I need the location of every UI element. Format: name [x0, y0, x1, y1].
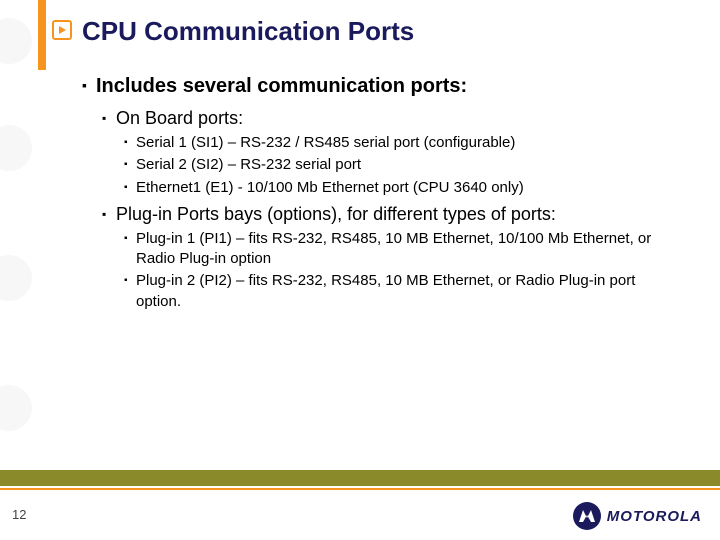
title-bullet-icon	[52, 20, 72, 40]
list-item: Serial 2 (SI2) – RS-232 serial port	[124, 155, 682, 175]
accent-bar	[38, 0, 46, 70]
list-item: Plug-in 1 (PI1) – fits RS-232, RS485, 10…	[124, 229, 682, 270]
heading-level2: Plug-in Ports bays (options), for differ…	[102, 204, 682, 225]
brand-logo: MOTOROLA	[573, 502, 702, 530]
list-item: Plug-in 2 (PI2) – fits RS-232, RS485, 10…	[124, 271, 682, 312]
motorola-batwing-icon	[573, 502, 601, 530]
list-item: Serial 1 (SI1) – RS-232 / RS485 serial p…	[124, 133, 682, 153]
heading-level1: Includes several communication ports:	[82, 75, 682, 98]
watermark-circle	[0, 255, 32, 301]
watermark-circle	[0, 385, 32, 431]
brand-name: MOTOROLA	[607, 508, 702, 525]
list-item: Ethernet1 (E1) - 10/100 Mb Ethernet port…	[124, 178, 682, 198]
heading-level2: On Board ports:	[102, 108, 682, 129]
slide: CPU Communication Ports Includes several…	[0, 0, 720, 540]
footer-accent-line	[0, 488, 720, 490]
slide-content: Includes several communication ports: On…	[82, 75, 682, 314]
watermark-circle	[0, 18, 32, 64]
footer-band	[0, 470, 720, 486]
slide-title: CPU Communication Ports	[82, 16, 414, 47]
watermark-circle	[0, 125, 32, 171]
page-number: 12	[12, 507, 26, 522]
